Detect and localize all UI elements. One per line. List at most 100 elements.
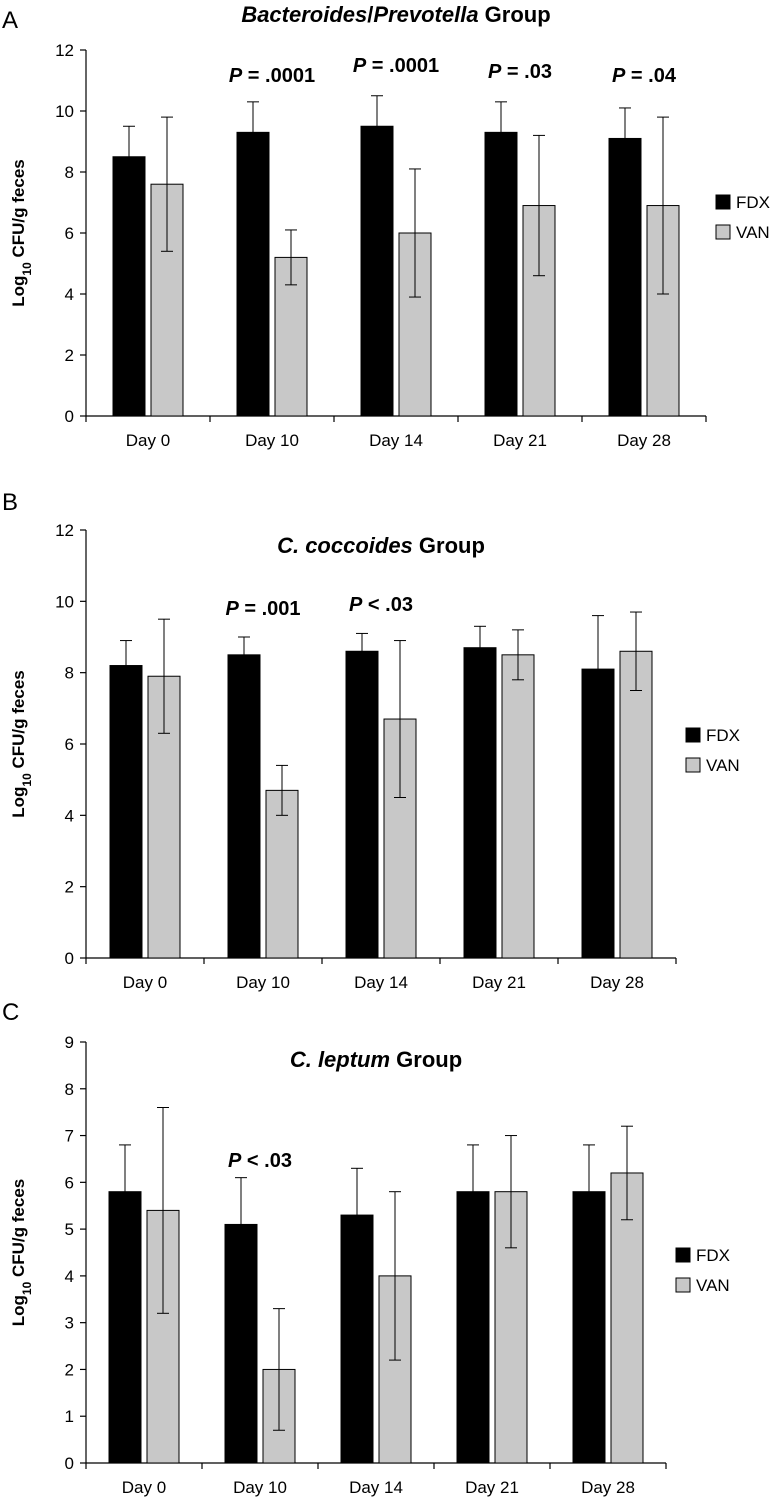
legend-label-van: VAN xyxy=(736,223,770,242)
bar-van-day-28 xyxy=(610,1172,644,1464)
bar-fdx-day-14 xyxy=(360,125,394,417)
p-value-text: = .0001 xyxy=(242,65,315,87)
p-value-annotation: P = .0001 xyxy=(353,55,439,77)
y-axis-label-part: Log xyxy=(9,1295,28,1326)
p-value-text: = .04 xyxy=(625,65,676,87)
bar-fdx-day-0 xyxy=(109,665,143,959)
y-tick-label: 2 xyxy=(65,1360,74,1379)
bar-van-day-21 xyxy=(501,654,535,959)
legend-swatch-van xyxy=(675,1277,691,1293)
y-tick-label: 0 xyxy=(65,1454,74,1473)
y-tick-label: 12 xyxy=(55,521,74,540)
x-tick-label: Day 0 xyxy=(126,431,170,450)
bar-van-day-28 xyxy=(619,650,653,959)
legend-swatch-fdx xyxy=(715,194,731,210)
y-axis-label-sub: 10 xyxy=(20,1281,34,1295)
p-value-annotation: P = .03 xyxy=(488,61,552,83)
y-axis-label-part: CFU/g feces xyxy=(9,670,28,773)
x-tick-label: Day 14 xyxy=(349,1478,403,1497)
y-tick-label: 10 xyxy=(55,102,74,121)
legend-swatch-fdx xyxy=(685,727,701,743)
y-tick-label: 8 xyxy=(65,1080,74,1099)
x-tick-label: Day 28 xyxy=(581,1478,635,1497)
y-axis-label-sub: 10 xyxy=(20,773,34,787)
chart-panel-c: C C. leptum Group 0 1 2 3 4 5 6 7 8 9 Day 0 Day 10 Day… xyxy=(2,999,730,1497)
x-tick-label: Day 21 xyxy=(465,1478,519,1497)
legend-swatch-fdx xyxy=(675,1247,691,1263)
x-tick-label: Day 28 xyxy=(590,973,644,992)
p-value-text: = .001 xyxy=(239,598,301,620)
chart-title-part: Prevotella xyxy=(373,2,478,27)
p-value-symbol: P xyxy=(612,65,626,87)
p-value-text: < .03 xyxy=(241,1150,292,1172)
p-value-text: = .0001 xyxy=(366,55,439,77)
x-tick-label: Day 14 xyxy=(369,431,423,450)
bar-fdx-day-10 xyxy=(236,131,270,417)
y-tick-label: 3 xyxy=(65,1314,74,1333)
y-axis-label: Log10 CFU/g feces xyxy=(9,159,34,307)
x-tick-label: Day 10 xyxy=(236,973,290,992)
legend-label-fdx: FDX xyxy=(696,1246,730,1265)
x-tick-label: Day 21 xyxy=(472,973,526,992)
chart-panel-a: A Bacteroides/Prevotella Group 0 2 4 6 8 10 12 Da… xyxy=(2,2,770,450)
chart-title-part: Group xyxy=(413,533,485,558)
y-axis-label-sub: 10 xyxy=(20,262,34,276)
bar-van-day-10 xyxy=(265,789,299,959)
y-tick-label: 1 xyxy=(65,1407,74,1426)
y-tick-label: 4 xyxy=(65,806,74,825)
legend-label-van: VAN xyxy=(706,756,740,775)
p-value-text: = .03 xyxy=(501,61,552,83)
y-tick-label: 10 xyxy=(55,592,74,611)
chart-panel-b: B C. coccoides Group 0 2 4 6 8 10 12 Day 0 Day 10 D… xyxy=(2,489,740,992)
bar-fdx-day-0 xyxy=(112,156,146,417)
chart-title-part: Group xyxy=(390,1047,462,1072)
legend-swatch-van xyxy=(685,757,701,773)
x-tick-label: Day 0 xyxy=(122,1478,166,1497)
bar-fdx-day-21 xyxy=(484,131,518,417)
bar-fdx-day-21 xyxy=(463,647,497,959)
bar-fdx-day-28 xyxy=(608,137,642,417)
chart-title: Bacteroides/Prevotella Group xyxy=(241,2,550,27)
y-tick-label: 6 xyxy=(65,224,74,243)
y-tick-label: 0 xyxy=(65,949,74,968)
y-tick-label: 0 xyxy=(65,407,74,426)
chart-title-part: C. coccoides xyxy=(277,533,413,558)
y-axis-label: Log10 CFU/g feces xyxy=(9,1179,34,1327)
y-axis-label-part: CFU/g feces xyxy=(9,1179,28,1282)
legend-label-fdx: FDX xyxy=(736,193,770,212)
chart-title-part: C. leptum xyxy=(290,1047,390,1072)
y-tick-label: 8 xyxy=(65,163,74,182)
x-tick-label: Day 10 xyxy=(245,431,299,450)
p-value-annotation: P = .0001 xyxy=(229,65,315,87)
p-value-symbol: P xyxy=(228,1150,242,1172)
y-tick-label: 12 xyxy=(55,41,74,60)
y-tick-label: 7 xyxy=(65,1127,74,1146)
x-tick-label: Day 14 xyxy=(354,973,408,992)
chart-title-part: Bacteroides xyxy=(241,2,367,27)
y-tick-label: 2 xyxy=(65,346,74,365)
chart-title: C. coccoides Group xyxy=(277,533,485,558)
y-tick-label: 6 xyxy=(65,735,74,754)
y-axis-label-part: Log xyxy=(9,276,28,307)
panel-letter: B xyxy=(2,489,18,516)
x-tick-label: Day 21 xyxy=(493,431,547,450)
panel-letter: C xyxy=(2,999,19,1026)
y-tick-label: 8 xyxy=(65,664,74,683)
y-tick-label: 4 xyxy=(65,285,74,304)
bar-van-day-0 xyxy=(146,1209,180,1464)
p-value-text: < .03 xyxy=(362,594,413,616)
p-value-annotation: P < .03 xyxy=(349,594,413,616)
y-axis-label-part: Log xyxy=(9,787,28,818)
x-tick-label: Day 0 xyxy=(123,973,167,992)
panel-letter: A xyxy=(2,7,18,34)
y-tick-label: 2 xyxy=(65,878,74,897)
bar-fdx-day-14 xyxy=(345,650,379,959)
p-value-symbol: P xyxy=(353,55,367,77)
legend-label-fdx: FDX xyxy=(706,726,740,745)
y-tick-label: 6 xyxy=(65,1173,74,1192)
x-tick-label: Day 28 xyxy=(617,431,671,450)
p-value-symbol: P xyxy=(225,598,239,620)
y-tick-label: 9 xyxy=(65,1033,74,1052)
y-axis-label: Log10 CFU/g feces xyxy=(9,670,34,818)
